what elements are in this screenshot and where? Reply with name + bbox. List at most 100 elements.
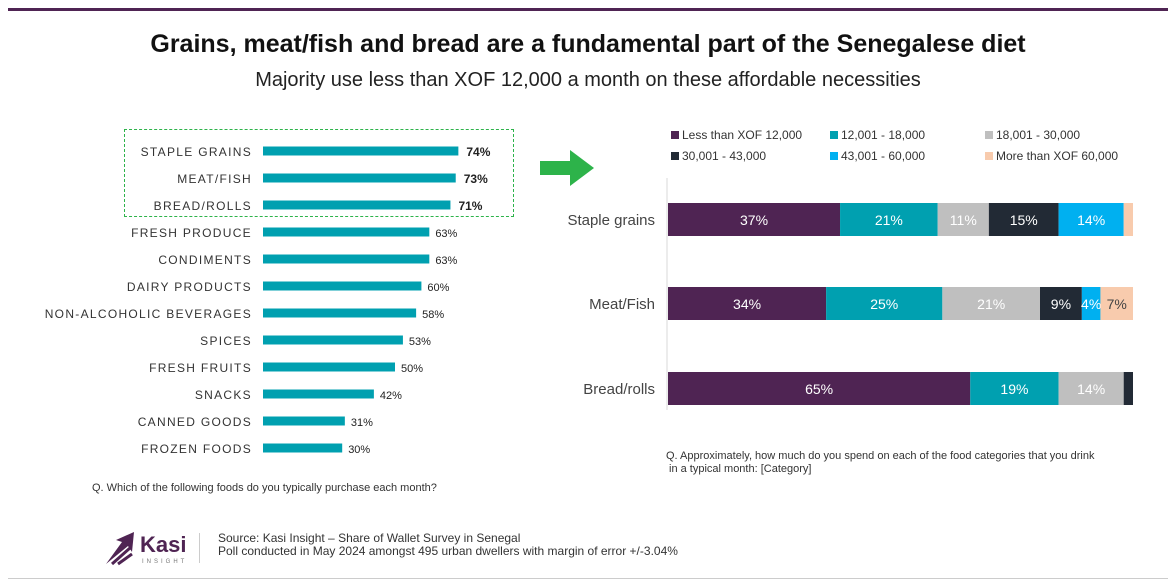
- category-label: STAPLE GRAINS: [141, 145, 252, 159]
- category-label: BREAD/ROLLS: [154, 199, 252, 213]
- category-label: SPICES: [200, 334, 252, 348]
- category-label: FRESH PRODUCE: [131, 226, 252, 240]
- legend-label: Less than XOF 12,000: [682, 128, 802, 142]
- segment-label: 7%: [1107, 296, 1127, 312]
- segment-label: 19%: [1000, 381, 1028, 397]
- legend-label: 12,001 - 18,000: [841, 128, 925, 142]
- segment-label: 21%: [875, 212, 903, 228]
- segment-label: 14%: [1077, 381, 1105, 397]
- bar-segment: [1058, 203, 1124, 236]
- legend-label: 43,001 - 60,000: [841, 149, 925, 163]
- source-note: Source: Kasi Insight – Share of Wallet S…: [218, 532, 678, 558]
- bar-segment: [1123, 372, 1133, 405]
- legend-swatch: [671, 131, 679, 139]
- bar: [263, 416, 345, 426]
- bar: [263, 281, 422, 291]
- bar: [263, 146, 459, 156]
- bar-segment: [1100, 287, 1133, 320]
- value-label: 74%: [466, 145, 490, 159]
- legend-swatch: [985, 131, 993, 139]
- legend-swatch: [985, 152, 993, 160]
- source-line1: Source: Kasi Insight – Share of Wallet S…: [218, 531, 521, 545]
- category-label: Staple grains: [567, 212, 655, 229]
- bar: [263, 200, 451, 210]
- footer-divider: [199, 533, 200, 563]
- bar: [263, 389, 374, 399]
- legend-label: 18,001 - 30,000: [996, 128, 1080, 142]
- value-label: 71%: [458, 199, 482, 213]
- value-label: 58%: [422, 309, 444, 321]
- segment-label: 4%: [1081, 296, 1101, 312]
- bar: [263, 254, 430, 264]
- right-question-line1: Q. Approximately, how much do you spend …: [666, 450, 1095, 462]
- value-label: 63%: [435, 255, 457, 267]
- category-label: CANNED GOODS: [138, 415, 252, 429]
- highlight-box: [124, 129, 514, 217]
- value-label: 63%: [435, 228, 457, 240]
- segment-label: 37%: [740, 212, 768, 228]
- value-label: 73%: [464, 172, 488, 186]
- legend-label: 30,001 - 43,000: [682, 149, 766, 163]
- kasi-logo: Kasi INSIGHT: [106, 532, 187, 566]
- category-label: Bread/rolls: [583, 381, 655, 398]
- bar-segment: [937, 203, 989, 236]
- segment-label: 15%: [1010, 212, 1038, 228]
- segment-label: 34%: [733, 296, 761, 312]
- value-label: 60%: [427, 282, 449, 294]
- bar-segment: [840, 203, 938, 236]
- legend-swatch: [671, 152, 679, 160]
- segment-label: 11%: [950, 212, 977, 228]
- bar-segment: [1081, 287, 1101, 320]
- value-label: 50%: [401, 363, 423, 375]
- svg-text:INSIGHT: INSIGHT: [142, 559, 187, 565]
- spend-stacked-chart: Less than XOF 12,000 12,001 - 18,000 18,00…: [567, 128, 1133, 410]
- bar-segment: [668, 372, 971, 405]
- page-subtitle: Majority use less than XOF 12,000 a mont…: [255, 69, 921, 91]
- bar: [263, 308, 417, 318]
- bar: [263, 335, 403, 345]
- category-label: Meat/Fish: [589, 296, 655, 313]
- segment-label: 21%: [977, 296, 1005, 312]
- value-label: 53%: [409, 336, 431, 348]
- bar: [263, 443, 343, 453]
- svg-text:Kasi: Kasi: [140, 532, 186, 557]
- bar-segment: [1123, 203, 1133, 236]
- page-title: Grains, meat/fish and bread are a fundam…: [150, 30, 1026, 58]
- right-question: Q. Approximately, how much do you spend …: [666, 450, 1094, 476]
- source-line2: Poll conducted in May 2024 amongst 495 u…: [218, 544, 678, 558]
- right-question-line2: in a typical month: [Category]: [669, 463, 812, 475]
- legend-swatch: [830, 152, 838, 160]
- value-label: 31%: [351, 417, 373, 429]
- value-label: 42%: [380, 390, 402, 402]
- purchase-bar-chart: STAPLE GRAINS 74% MEAT/FISH 73% BREAD/ROLLS 7…: [45, 145, 491, 456]
- category-label: CONDIMENTS: [158, 253, 252, 267]
- bar: [263, 362, 395, 372]
- segment-label: 65%: [805, 381, 833, 397]
- category-label: DAIRY PRODUCTS: [127, 280, 252, 294]
- category-label: SNACKS: [195, 388, 252, 402]
- bar-segment: [942, 287, 1040, 320]
- bar-segment: [1058, 372, 1124, 405]
- legend-swatch: [830, 131, 838, 139]
- bar: [263, 227, 430, 237]
- bottom-rule: [8, 578, 1168, 579]
- left-question: Q. Which of the following foods do you t…: [92, 482, 437, 494]
- arrow-right-icon: [540, 150, 594, 186]
- segment-label: 14%: [1077, 212, 1105, 228]
- category-label: MEAT/FISH: [177, 172, 252, 186]
- top-rule: [8, 8, 1168, 11]
- bar-segment: [668, 287, 827, 320]
- bar: [263, 173, 456, 183]
- bar-segment: [988, 203, 1059, 236]
- category-label: NON-ALCOHOLIC BEVERAGES: [45, 307, 252, 321]
- category-label: FRESH FRUITS: [149, 361, 252, 375]
- segment-label: 9%: [1051, 296, 1071, 312]
- value-label: 30%: [348, 444, 370, 456]
- segment-label: 25%: [870, 296, 898, 312]
- bar-segment: [970, 372, 1059, 405]
- legend-label: More than XOF 60,000: [996, 149, 1118, 163]
- category-label: FROZEN FOODS: [141, 442, 252, 456]
- bar-segment: [668, 203, 841, 236]
- bar-segment: [1040, 287, 1082, 320]
- bar-segment: [826, 287, 943, 320]
